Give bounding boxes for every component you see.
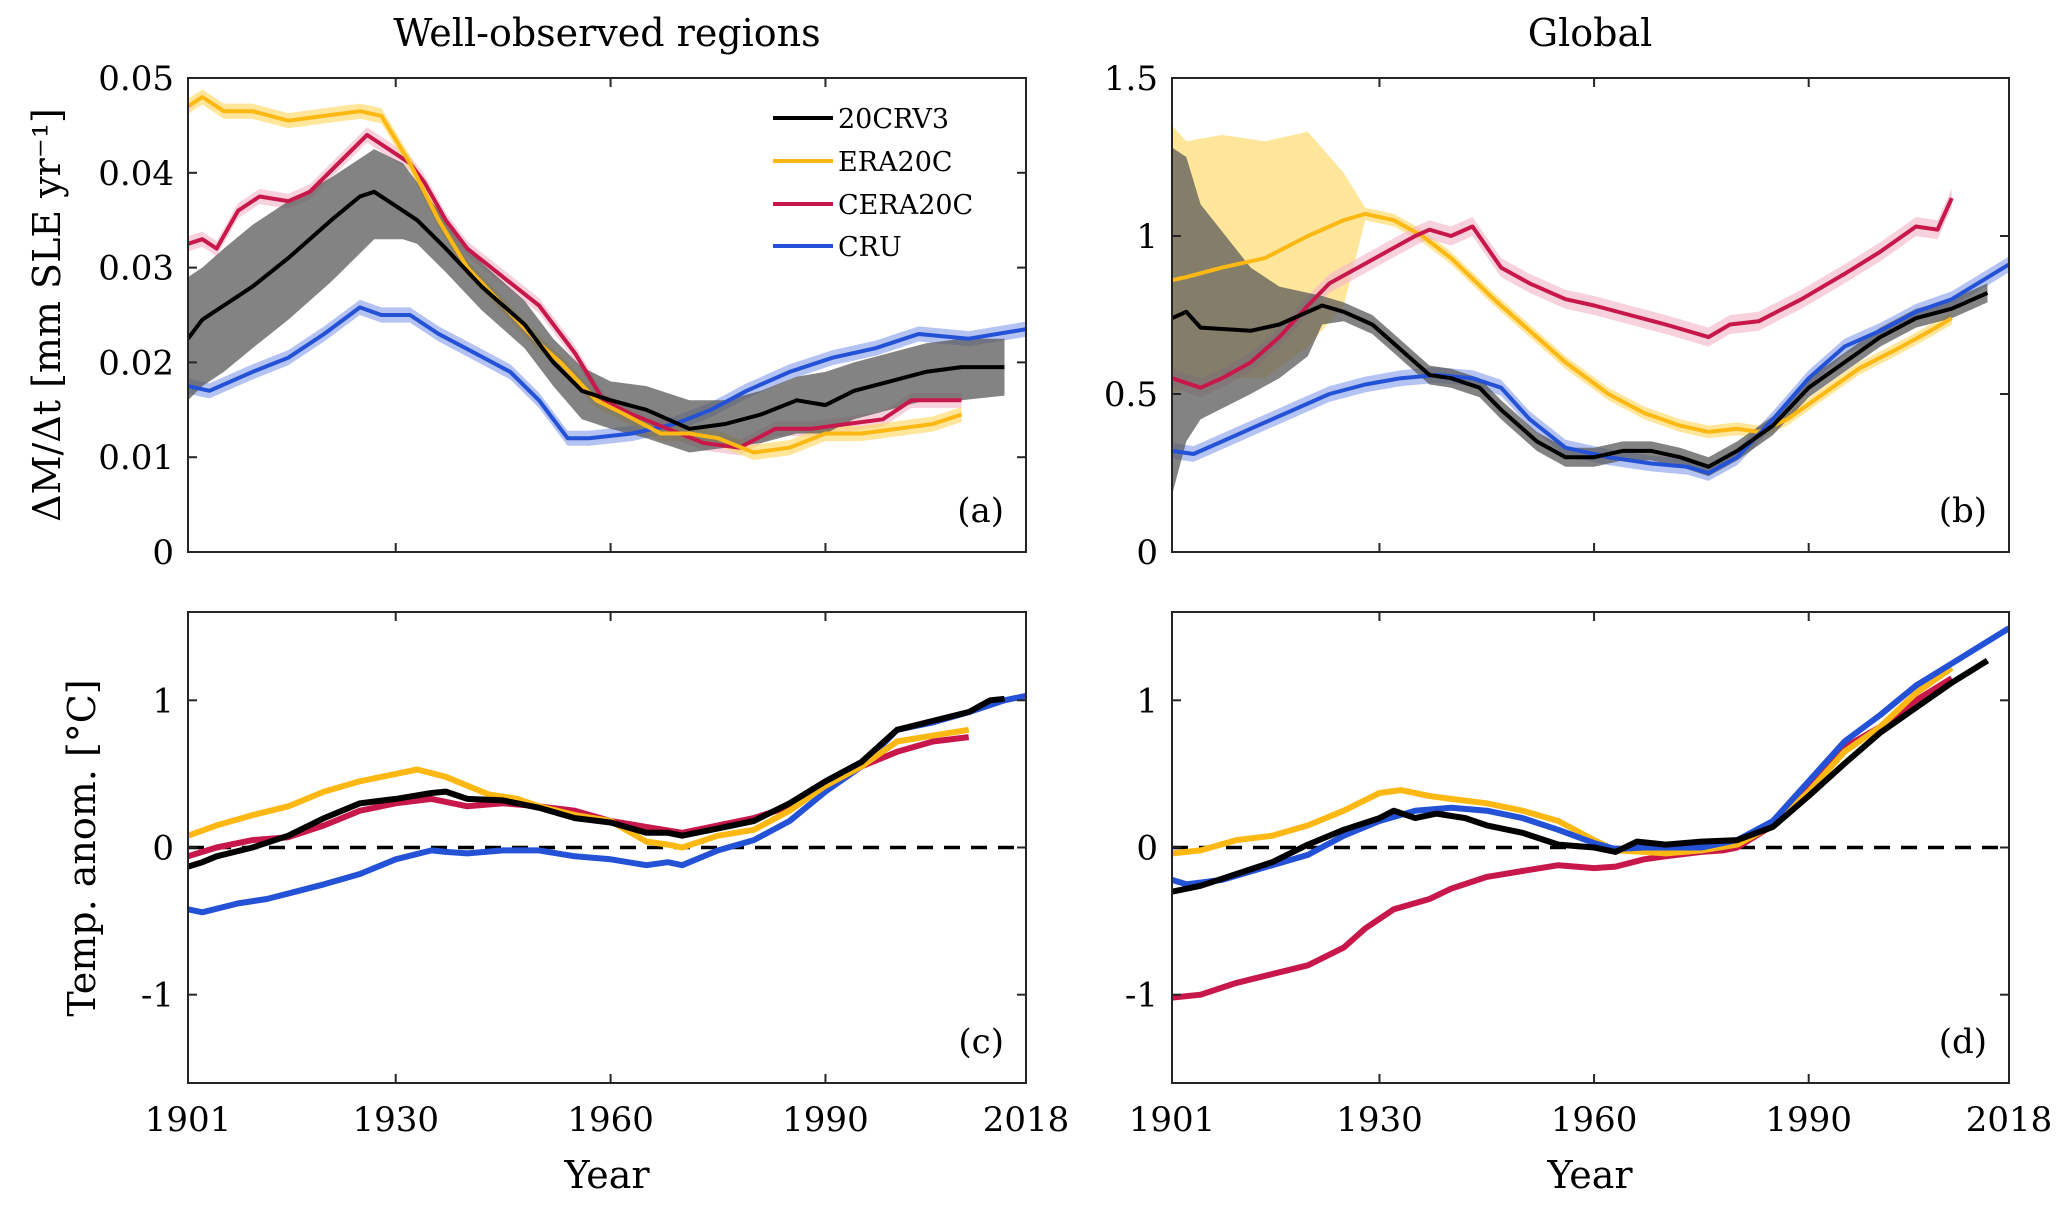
series-line-cru [1172,262,2009,475]
x-tick-label: 1990 [782,1100,869,1140]
xlabel-right: Year [1546,1153,1633,1197]
y-tick-label: 0.05 [98,59,174,99]
axes-frame [187,77,1027,553]
series-line-era20c [1172,665,1954,857]
series-line-20crv3 [188,189,1005,431]
legend-label-cru: CRU [838,232,902,263]
panel-a: 0 0.01 0.02 0.03 0.04 0.05 (a) [98,59,1027,573]
ylabel-bottom: Temp. anom. [°C] [60,679,104,1016]
x-tick-label: 1960 [567,1100,654,1140]
x-tick-label: 1990 [1765,1100,1852,1140]
y-tick-label: -1 [141,976,174,1016]
column-title-left: Well-observed regions [393,11,820,55]
series-line-20crv3 [188,695,1005,870]
legend-label-cera20c: CERA20C [838,190,973,221]
panel-label: (b) [1939,491,1987,531]
plot-area-d [1172,625,2009,1001]
series-line-cera20c [188,132,962,450]
series-line-cera20c [1172,197,1954,390]
x-tick-label: 2018 [1966,1100,2053,1140]
y-tick-label: -1 [1125,976,1158,1016]
legend-label-era20c: ERA20C [838,147,953,178]
panel-c: 1901 1930 1960 1990 2018 -1 0 1 (c) [141,611,1070,1140]
uncertainty-band-era20c [188,89,962,461]
uncertainty-band-20crv3 [188,149,1005,453]
x-tick-label: 2018 [983,1100,1070,1140]
xlabel-left: Year [563,1153,650,1197]
y-tick-label: 0.5 [1104,375,1158,415]
panel-b: 0 0.5 1 1.5 (b) [1104,59,2010,573]
y-tick-label: 0 [152,829,174,869]
panel-label: (a) [957,491,1004,531]
x-tick-label: 1901 [1129,1100,1216,1140]
y-tick-label: 0.02 [98,343,174,383]
legend: 20CRV3 ERA20C CERA20C CRU [773,104,973,263]
y-tick-label: 1 [152,681,174,721]
legend-label-20crv3: 20CRV3 [838,104,949,135]
y-tick-label: 1 [1136,217,1158,257]
ylabel-top: ΔM/Δt [mm SLE yr⁻¹] [25,108,69,522]
panel-d: 1901 1930 1960 1990 2018 -1 0 1 (d) [1125,611,2053,1140]
series-line-20crv3 [1172,291,1989,469]
plot-area-b [1172,125,2009,496]
y-tick-label: 1 [1136,681,1158,721]
series-line-20crv3 [1172,658,1990,895]
series-line-cru [188,305,1026,441]
uncertainty-band-cera20c [188,127,962,456]
column-title-right: Global [1528,11,1653,55]
plot-area-a [188,89,1026,461]
y-tick-label: 0 [1136,829,1158,869]
x-tick-label: 1930 [1336,1100,1423,1140]
series-line-era20c [1172,211,1953,434]
x-tick-label: 1901 [145,1100,232,1140]
panel-label: (c) [958,1022,1004,1062]
uncertainty-band-cera20c [1172,188,1952,398]
y-tick-label: 0 [1136,533,1158,573]
plot-area-c [188,692,1026,916]
y-tick-label: 0.03 [98,249,174,289]
y-tick-label: 1.5 [1104,59,1158,99]
y-tick-label: 0 [152,533,174,573]
series-line-cera20c [1172,675,1954,1001]
y-tick-label: 0.01 [98,438,174,478]
series-line-cru [1172,625,2009,888]
series-line-era20c [188,95,963,455]
axes-frame [1171,77,2010,553]
y-tick-label: 0.04 [98,154,174,194]
x-tick-label: 1930 [352,1100,439,1140]
x-tick-label: 1960 [1551,1100,1638,1140]
panel-label: (d) [1939,1022,1987,1062]
